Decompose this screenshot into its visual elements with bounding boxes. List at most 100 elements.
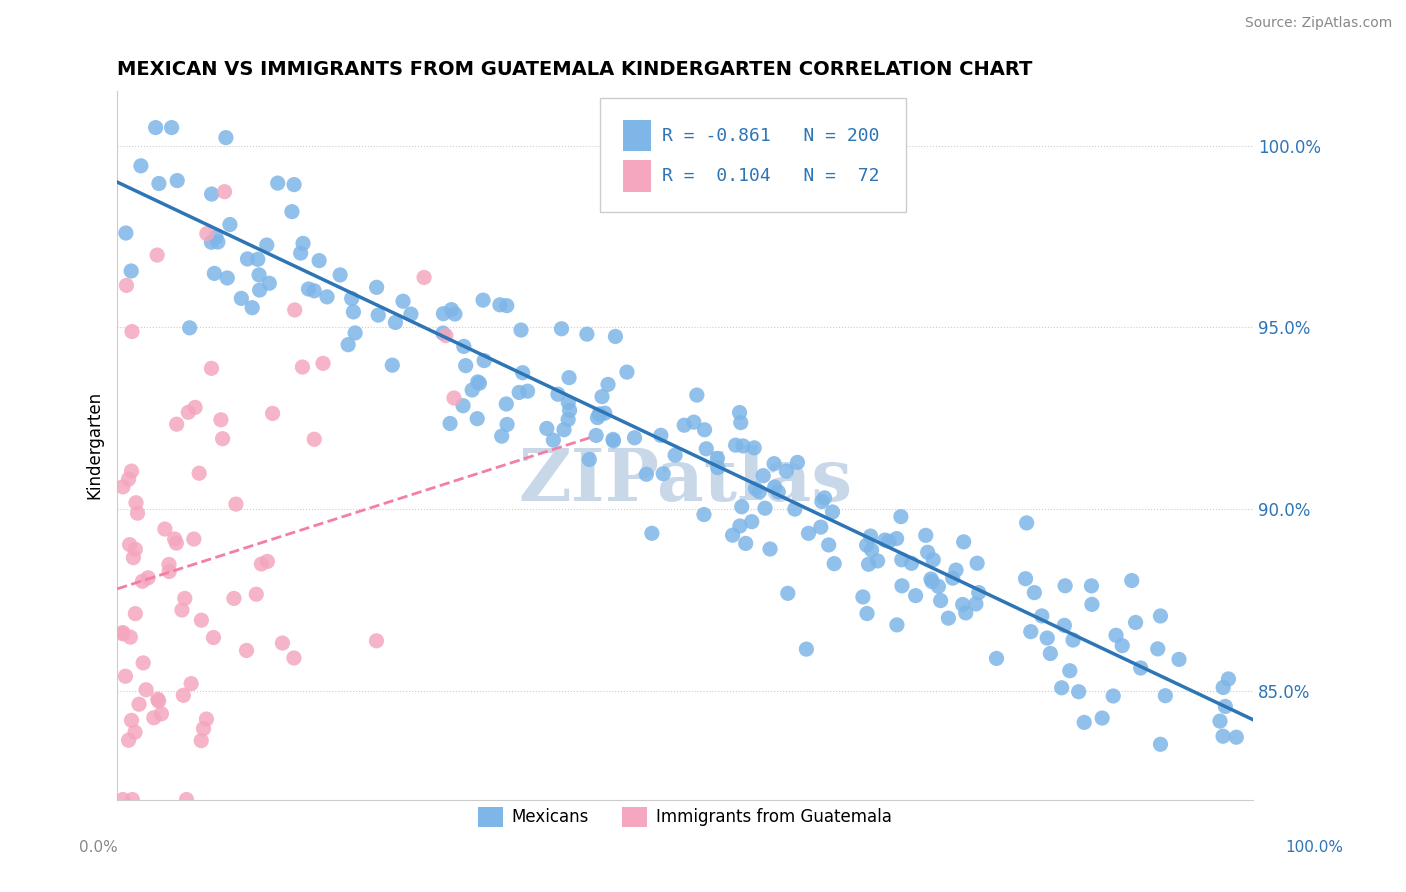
Point	[763, 457, 786, 471]
Point	[160, 120, 183, 135]
Point	[491, 429, 513, 443]
Point	[219, 218, 242, 232]
Point	[588, 407, 610, 421]
Point	[195, 712, 218, 726]
Point	[453, 339, 475, 353]
Point	[1019, 624, 1042, 639]
Point	[1014, 572, 1036, 586]
Point	[1212, 681, 1234, 695]
Point	[578, 452, 600, 467]
Point	[557, 412, 579, 426]
Point	[146, 248, 169, 262]
Point	[695, 442, 717, 456]
Point	[111, 480, 134, 494]
Point	[271, 636, 294, 650]
Point	[1111, 639, 1133, 653]
Point	[256, 554, 278, 568]
Point	[184, 401, 207, 415]
Point	[1125, 615, 1147, 630]
Point	[432, 307, 454, 321]
Point	[860, 542, 883, 557]
Point	[290, 246, 312, 260]
Point	[136, 571, 159, 585]
Point	[1102, 689, 1125, 703]
Point	[1036, 631, 1059, 645]
Point	[283, 651, 305, 665]
Point	[120, 630, 142, 644]
Point	[342, 305, 364, 319]
Point	[461, 383, 484, 397]
Point	[763, 480, 786, 494]
Point	[589, 408, 612, 422]
Point	[734, 536, 756, 550]
Point	[536, 421, 558, 435]
Point	[605, 329, 627, 343]
Point	[432, 326, 454, 340]
Point	[1015, 516, 1038, 530]
Bar	[623, 120, 651, 152]
Point	[128, 698, 150, 712]
Point	[1209, 714, 1232, 728]
Point	[890, 579, 912, 593]
Point	[236, 252, 259, 266]
Point	[920, 572, 942, 586]
Point	[855, 538, 877, 552]
Point	[121, 325, 143, 339]
Point	[986, 651, 1008, 665]
Point	[179, 320, 201, 334]
Point	[367, 308, 389, 322]
Point	[195, 227, 218, 241]
Point	[575, 327, 598, 342]
Point	[153, 522, 176, 536]
Point	[776, 586, 799, 600]
Point	[1154, 689, 1177, 703]
Point	[240, 301, 263, 315]
Point	[817, 538, 839, 552]
Point	[904, 589, 927, 603]
Point	[250, 557, 273, 571]
Point	[193, 722, 215, 736]
Point	[586, 410, 609, 425]
Point	[312, 356, 335, 370]
Point	[775, 464, 797, 478]
Point	[124, 725, 146, 739]
Point	[1218, 672, 1240, 686]
Point	[246, 252, 269, 267]
Point	[413, 270, 436, 285]
Point	[693, 423, 716, 437]
Point	[508, 385, 530, 400]
Point	[636, 467, 658, 482]
Point	[384, 315, 406, 329]
Point	[344, 326, 367, 340]
Point	[211, 432, 233, 446]
Point	[952, 598, 974, 612]
Point	[558, 370, 581, 384]
Point	[1149, 609, 1171, 624]
Point	[150, 706, 173, 721]
Point	[434, 328, 457, 343]
Point	[316, 290, 339, 304]
Text: R =  0.104   N =  72: R = 0.104 N = 72	[662, 168, 880, 186]
Point	[1054, 579, 1077, 593]
Point	[942, 571, 965, 585]
Point	[1215, 699, 1237, 714]
Point	[173, 591, 195, 606]
Point	[467, 375, 489, 389]
Point	[966, 556, 988, 570]
Text: MEXICAN VS IMMIGRANTS FROM GUATEMALA KINDERGARTEN CORRELATION CHART: MEXICAN VS IMMIGRANTS FROM GUATEMALA KIN…	[117, 60, 1032, 78]
Text: 100.0%: 100.0%	[1285, 840, 1344, 855]
Bar	[623, 160, 651, 192]
Point	[222, 591, 245, 606]
Point	[593, 406, 616, 420]
Text: 0.0%: 0.0%	[79, 840, 118, 855]
Point	[724, 438, 747, 452]
Point	[938, 611, 960, 625]
Point	[115, 226, 138, 240]
Point	[115, 278, 138, 293]
Point	[866, 554, 889, 568]
Point	[188, 467, 211, 481]
Point	[965, 597, 987, 611]
FancyBboxPatch shape	[600, 98, 907, 211]
Point	[340, 292, 363, 306]
Point	[731, 500, 754, 514]
